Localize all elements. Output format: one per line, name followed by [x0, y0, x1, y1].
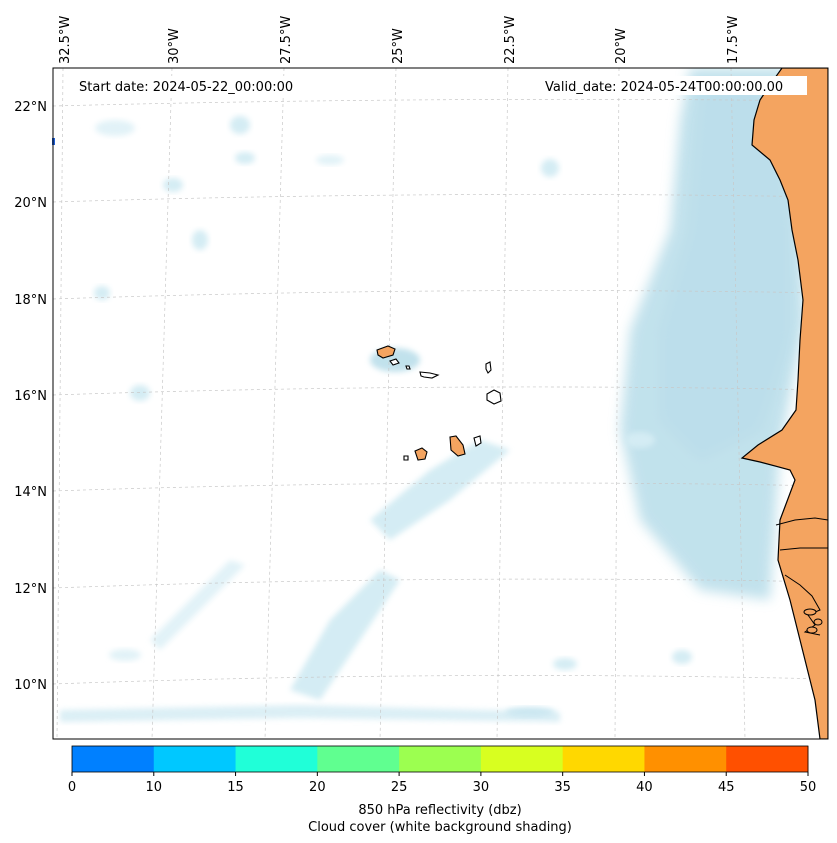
- colorbar-tick-label: 50: [800, 780, 817, 795]
- lat-label: 14°N: [14, 485, 47, 500]
- colorbar-swatch: [644, 746, 727, 772]
- bijagos-islands: [803, 608, 823, 634]
- island-brava: [403, 455, 409, 461]
- colorbar-tick-label: 10: [146, 780, 163, 795]
- colorbar-border: [71, 745, 809, 773]
- africa-coastline: [740, 68, 828, 739]
- cloud-patch-11: [625, 432, 655, 448]
- colorbar-swatch: [72, 746, 155, 772]
- start-date-bg: [72, 76, 314, 95]
- colorbar-label-line2: Cloud cover (white background shading): [308, 820, 572, 835]
- cloud-band-south: [60, 705, 560, 722]
- island-santo-antao: [376, 345, 396, 359]
- lat-label: 18°N: [14, 293, 47, 308]
- lon-label: 32.5°W: [58, 16, 73, 64]
- cloud-cover-shading: [60, 68, 805, 722]
- colorbar-tick-label: 25: [391, 780, 408, 795]
- cloud-patch-10: [672, 650, 692, 664]
- map-border: [52, 67, 829, 740]
- island-boa-vista: [486, 389, 502, 405]
- lat-label: 10°N: [14, 678, 47, 693]
- island-sal: [485, 361, 492, 374]
- colorbar: 0 10 15 20 25 30 35 40 45 50 850 hPa reflectivity…: [68, 745, 816, 835]
- island-fogo: [414, 447, 428, 461]
- latitude-labels: 22°N 20°N 18°N 16°N 14°N 12°N 10°N: [14, 100, 47, 693]
- lat-label: 12°N: [14, 582, 47, 597]
- colorbar-swatch: [562, 746, 645, 772]
- colorbar-swatch: [726, 746, 809, 772]
- lon-label: 22.5°W: [503, 16, 518, 64]
- cloud-streak-west: [150, 560, 245, 650]
- cloud-band-east-inner: [660, 90, 790, 460]
- colorbar-swatch: [235, 746, 318, 772]
- colorbar-swatch: [399, 746, 482, 772]
- lat-label: 22°N: [14, 100, 47, 115]
- start-date-label: Start date: 2024-05-22_00:00:00: [79, 80, 293, 95]
- cloud-streak-southwest: [290, 570, 400, 700]
- map-content: Start date: 2024-05-22_00:00:00 Valid_da…: [53, 68, 828, 739]
- colorbar-tick-label: 15: [227, 780, 244, 795]
- colorbar-tick-label: 30: [473, 780, 490, 795]
- colorbar-swatches: [72, 746, 809, 772]
- colorbar-ticks: 0 10 15 20 25 30 35 40 45 50: [68, 772, 816, 795]
- lon-label: 20°W: [614, 28, 629, 64]
- colorbar-swatch: [480, 746, 564, 772]
- lat-label: 16°N: [14, 389, 47, 404]
- cloud-patch-4: [192, 230, 208, 250]
- valid-date-bg: [539, 76, 807, 95]
- senegal-river-mouth: [775, 517, 828, 526]
- lon-label: 27.5°W: [279, 16, 294, 64]
- cloud-patch-9: [553, 658, 577, 670]
- cloud-patch-8: [541, 159, 559, 177]
- valid-date-label: Valid_date: 2024-05-24T00:00:00.00: [545, 80, 783, 95]
- lat-label: 20°N: [14, 196, 47, 211]
- lon-label: 17.5°W: [726, 16, 741, 64]
- island-maio: [473, 435, 482, 447]
- cloud-patch-6: [94, 286, 110, 300]
- cloud-streak-center: [370, 440, 510, 540]
- cloud-patch-1: [230, 116, 250, 134]
- cloud-patch-12: [109, 649, 141, 661]
- longitude-labels: 32.5°W 30°W 27.5°W 25°W 22.5°W 20°W 17.5…: [58, 16, 741, 64]
- colorbar-tick-label: 40: [636, 780, 653, 795]
- island-sao-vicente: [389, 358, 400, 366]
- cloud-patch-14: [505, 707, 555, 717]
- cloud-patch-7: [316, 155, 344, 165]
- cloud-patch-13: [95, 120, 135, 136]
- colorbar-tick-label: 20: [309, 780, 326, 795]
- lon-label: 25°W: [391, 28, 406, 64]
- island-santa-luzia: [405, 365, 411, 370]
- colorbar-swatch: [153, 746, 237, 772]
- gambia-border: [779, 547, 828, 551]
- cloud-patch-3: [163, 178, 183, 192]
- colorbar-swatch: [317, 746, 400, 772]
- island-sao-nicolau: [419, 371, 440, 379]
- cloud-patch-2: [235, 152, 255, 164]
- colorbar-label-line1: 850 hPa reflectivity (dbz): [358, 803, 521, 818]
- colorbar-tick-label: 0: [68, 780, 76, 795]
- lon-label: 30°W: [167, 28, 182, 64]
- cape-verde-islands: [376, 345, 502, 461]
- cloud-patch-5: [130, 385, 150, 401]
- gridlines: [53, 68, 828, 739]
- colorbar-tick-label: 35: [554, 780, 571, 795]
- colorbar-tick-label: 45: [718, 780, 735, 795]
- island-santiago: [449, 435, 466, 457]
